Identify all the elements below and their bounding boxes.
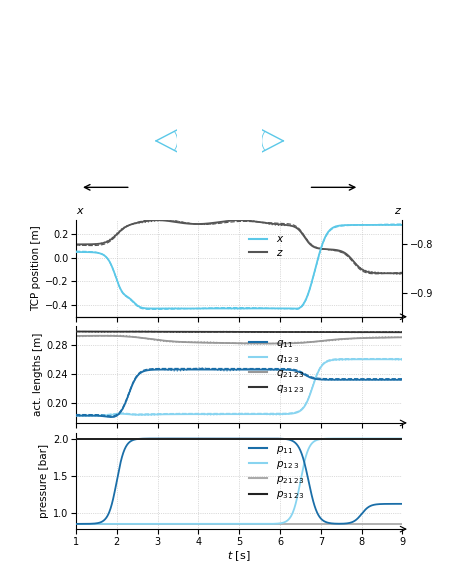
X-axis label: $t\ \mathrm{[s]}$: $t\ \mathrm{[s]}$	[227, 550, 251, 563]
Y-axis label: pressure [bar]: pressure [bar]	[39, 444, 49, 518]
Legend: $q_{11}$, $q_{12\,3}$, $q_{21\,2\,3}$, $q_{31\,2\,3}$: $q_{11}$, $q_{12\,3}$, $q_{21\,2\,3}$, $…	[244, 333, 308, 399]
Text: $x$: $x$	[76, 206, 84, 216]
Text: $z$: $z$	[393, 206, 402, 216]
Legend: $p_{11}$, $p_{12\,3}$, $p_{21\,2\,3}$, $p_{31\,2\,3}$: $p_{11}$, $p_{12\,3}$, $p_{21\,2\,3}$, $…	[244, 440, 308, 506]
Y-axis label: TCP position [m]: TCP position [m]	[31, 225, 40, 311]
Y-axis label: act. lengths [m]: act. lengths [m]	[33, 333, 43, 416]
Legend: $x$, $z$: $x$, $z$	[244, 231, 288, 262]
